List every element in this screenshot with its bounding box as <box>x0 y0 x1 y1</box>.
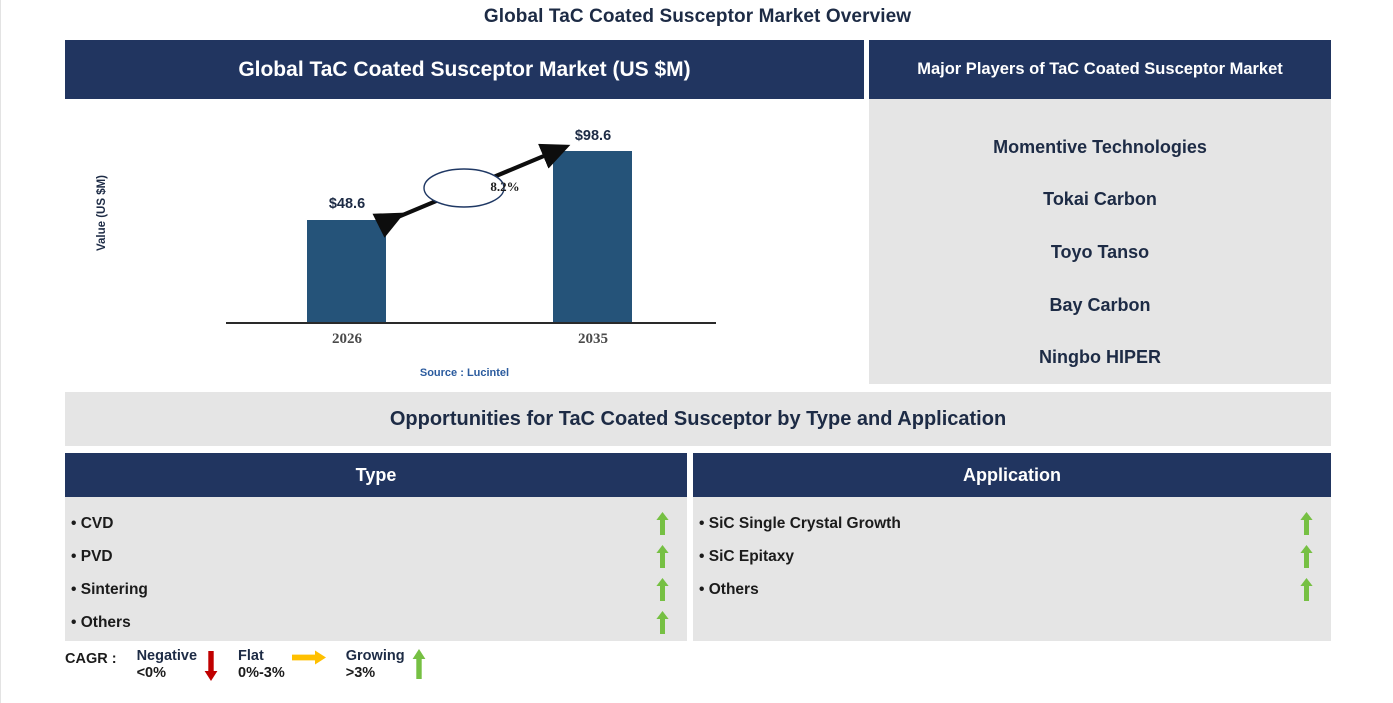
player-name: Tokai Carbon <box>1043 189 1157 210</box>
chart-panel-header-label: Global TaC Coated Susceptor Market (US $… <box>238 57 691 81</box>
bar-value-2035: $98.6 <box>574 128 612 144</box>
cagr-arrow-graphic <box>372 143 571 238</box>
cagr-legend-name: Growing <box>345 648 405 664</box>
list-item: • Others <box>693 573 1331 606</box>
type-item-label: • Others <box>71 613 131 631</box>
type-item-label: • CVD <box>71 514 114 532</box>
cagr-legend-title: CAGR : <box>65 651 117 667</box>
bar-value-2026: $48.6 <box>328 196 366 212</box>
players-panel-header-label: Major Players of TaC Coated Susceptor Ma… <box>917 60 1283 78</box>
bar-2035 <box>553 151 632 322</box>
cagr-legend-item-growing: Growing >3% <box>346 648 426 682</box>
list-item: Momentive Technologies <box>869 121 1331 174</box>
arrow-up-icon <box>1295 545 1317 568</box>
arrow-up-icon <box>1295 512 1317 535</box>
application-item-label: • SiC Single Crystal Growth <box>699 514 901 532</box>
bar-2026 <box>307 220 386 322</box>
arrow-up-icon <box>651 512 673 535</box>
application-column-body: • SiC Single Crystal Growth • SiC Epitax… <box>693 497 1331 641</box>
type-item-label: • PVD <box>71 547 113 565</box>
list-item: • PVD <box>65 540 687 573</box>
category-label-2026: 2026 <box>332 331 362 347</box>
cagr-legend-range: 0%-3% <box>238 665 285 682</box>
page-title: Global TaC Coated Susceptor Market Overv… <box>483 6 912 27</box>
arrow-up-icon <box>1295 578 1317 601</box>
type-item-label: • Sintering <box>71 580 148 598</box>
arrow-down-icon <box>204 649 218 681</box>
list-item: • Others <box>65 606 687 639</box>
opportunities-banner-label: Opportunities for TaC Coated Susceptor b… <box>389 407 1007 430</box>
type-column-body: • CVD • PVD • Sintering • Others <box>65 497 687 641</box>
application-column-header: Application <box>693 453 1331 497</box>
player-name: Bay Carbon <box>1049 294 1151 315</box>
arrow-up-icon <box>651 611 673 634</box>
cagr-callout-value: 8.2% <box>490 179 520 194</box>
type-column-header: Type <box>65 453 687 497</box>
application-column-header-label: Application <box>963 464 1061 485</box>
chart-x-axis-line <box>226 322 716 324</box>
application-item-label: • Others <box>699 580 759 598</box>
list-item: • Sintering <box>65 573 687 606</box>
cagr-legend-range: >3% <box>345 665 376 682</box>
list-item: • CVD <box>65 507 687 540</box>
list-item: • SiC Epitaxy <box>693 540 1331 573</box>
list-item: Ningbo HIPER <box>869 331 1331 384</box>
list-item: • SiC Single Crystal Growth <box>693 507 1331 540</box>
market-bar-chart: Value (US $M) $48.6 $98.6 2026 2035 8.2%… <box>65 99 864 384</box>
cagr-legend: CAGR : Negative <0% Flat 0%-3% Growing >… <box>65 648 665 692</box>
list-item: Toyo Tanso <box>869 226 1331 279</box>
player-name: Toyo Tanso <box>1050 241 1150 262</box>
chart-panel-header: Global TaC Coated Susceptor Market (US $… <box>65 40 864 99</box>
arrow-up-icon <box>651 545 673 568</box>
major-players-list: Momentive Technologies Tokai Carbon Toyo… <box>869 99 1331 384</box>
chart-y-axis-label: Value (US $M) <box>96 174 108 252</box>
cagr-legend-range: <0% <box>136 665 166 682</box>
type-column-header-label: Type <box>355 464 397 485</box>
opportunities-banner: Opportunities for TaC Coated Susceptor b… <box>65 392 1331 446</box>
list-item: Bay Carbon <box>869 279 1331 332</box>
arrow-right-icon <box>291 649 326 666</box>
cagr-legend-name: Negative <box>136 648 198 664</box>
player-name: Momentive Technologies <box>993 136 1207 157</box>
cagr-legend-item-flat: Flat 0%-3% <box>238 648 326 682</box>
chart-source-note: Source : Lucintel <box>419 367 510 379</box>
category-label-2035: 2035 <box>578 331 608 347</box>
player-name: Ningbo HIPER <box>1039 347 1161 368</box>
cagr-legend-name: Flat <box>238 648 264 664</box>
cagr-legend-item-negative: Negative <0% <box>137 648 218 682</box>
arrow-up-icon <box>412 649 426 681</box>
list-item: Tokai Carbon <box>869 174 1331 227</box>
arrow-up-icon <box>651 578 673 601</box>
players-panel-header: Major Players of TaC Coated Susceptor Ma… <box>869 40 1331 99</box>
application-item-label: • SiC Epitaxy <box>699 547 795 565</box>
